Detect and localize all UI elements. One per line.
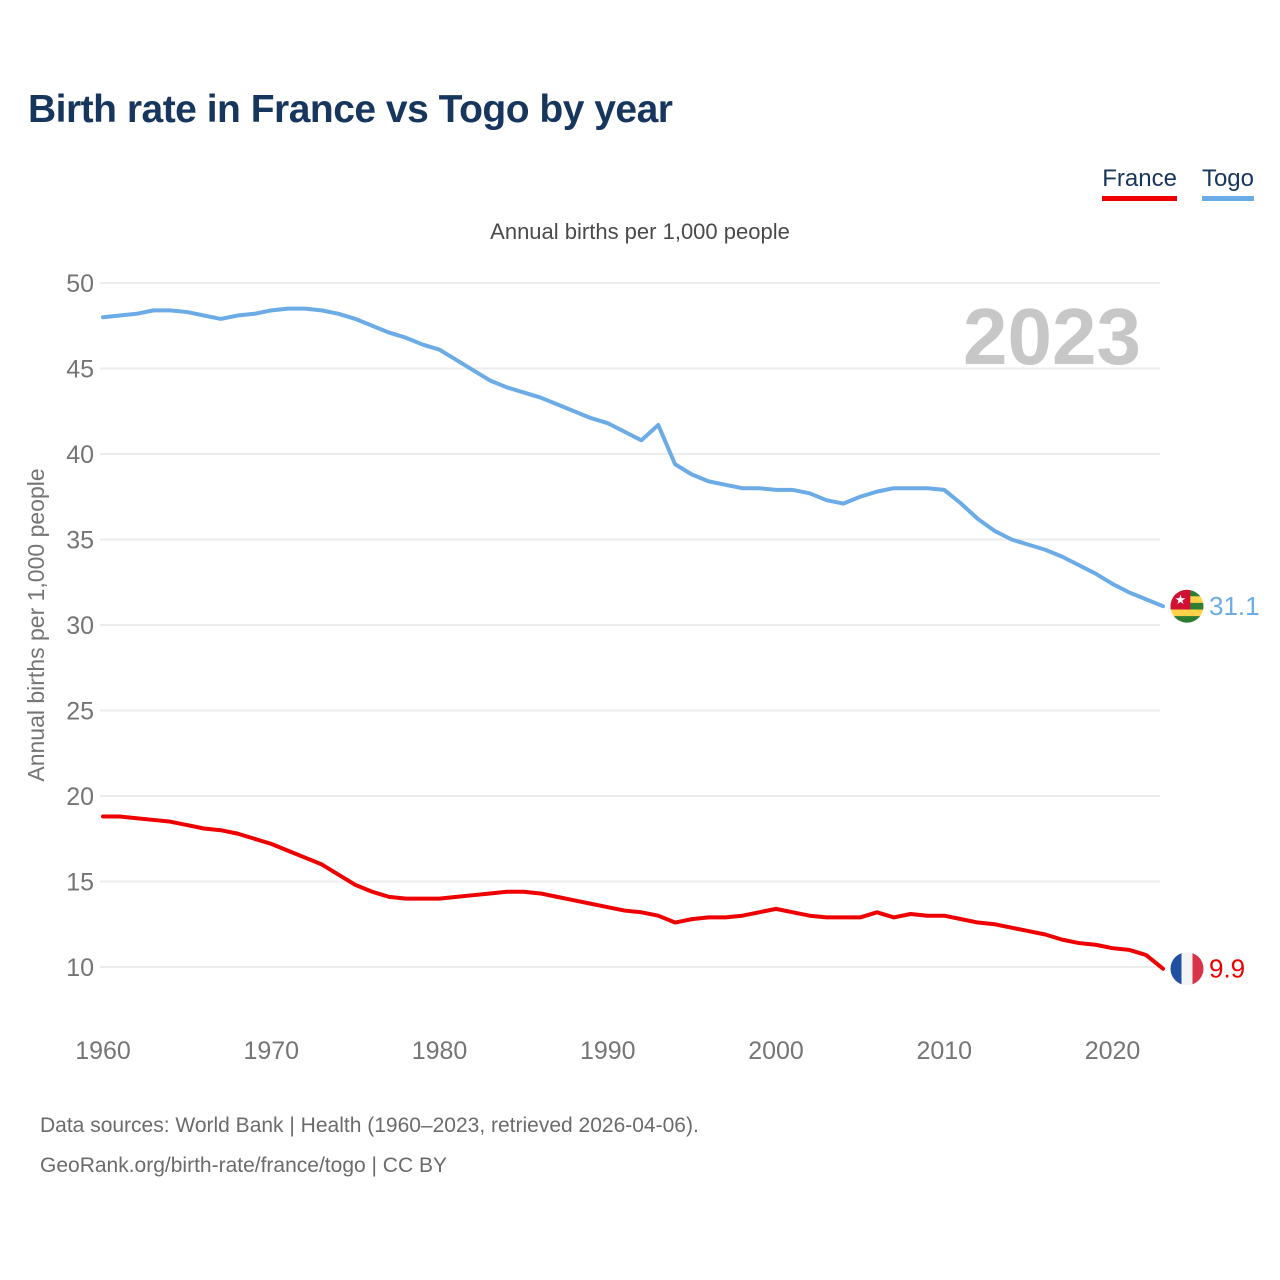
x-tick-label: 1980 bbox=[412, 1037, 468, 1065]
y-tick-label: 20 bbox=[66, 783, 94, 811]
france-flag-icon bbox=[1170, 952, 1204, 986]
x-tick-label: 2000 bbox=[748, 1037, 804, 1065]
france-end-value-label: 9.9 bbox=[1209, 954, 1245, 984]
year-watermark: 2023 bbox=[963, 292, 1141, 381]
x-tick-label: 2010 bbox=[916, 1037, 972, 1065]
x-tick-label: 2020 bbox=[1085, 1037, 1141, 1065]
x-tick-label: 1990 bbox=[580, 1037, 636, 1065]
togo-line bbox=[101, 306, 1165, 609]
y-tick-label: 30 bbox=[66, 612, 94, 640]
legend-item-france[interactable]: France bbox=[1102, 165, 1177, 202]
y-axis-label: Annual births per 1,000 people bbox=[23, 468, 49, 781]
y-tick-label: 50 bbox=[66, 270, 94, 298]
svg-text:★: ★ bbox=[1175, 592, 1187, 607]
legend: France Togo bbox=[1102, 165, 1254, 202]
legend-item-togo[interactable]: Togo bbox=[1201, 165, 1254, 202]
togo-end-value-label: 31.1 bbox=[1209, 591, 1260, 621]
footer: Data sources: World Bank | Health (1960–… bbox=[40, 1106, 699, 1186]
y-tick-label: 45 bbox=[66, 356, 94, 384]
chart-subtitle: Annual births per 1,000 people bbox=[490, 219, 790, 244]
x-tick-label: 1960 bbox=[75, 1037, 131, 1065]
togo-flag-icon: ★ bbox=[1170, 589, 1204, 623]
y-tick-label: 40 bbox=[66, 441, 94, 469]
france-line bbox=[101, 814, 1165, 971]
footer-sources: Data sources: World Bank | Health (1960–… bbox=[40, 1114, 699, 1137]
footer-license-link: GeoRank.org/birth-rate/france/togo | CC … bbox=[40, 1154, 447, 1177]
page-title: Birth rate in France vs Togo by year bbox=[28, 88, 673, 131]
x-tick-label: 1970 bbox=[243, 1037, 299, 1065]
y-tick-label: 15 bbox=[66, 869, 94, 897]
y-tick-label: 35 bbox=[66, 527, 94, 555]
y-tick-label: 10 bbox=[66, 954, 94, 982]
y-tick-label: 25 bbox=[66, 698, 94, 726]
